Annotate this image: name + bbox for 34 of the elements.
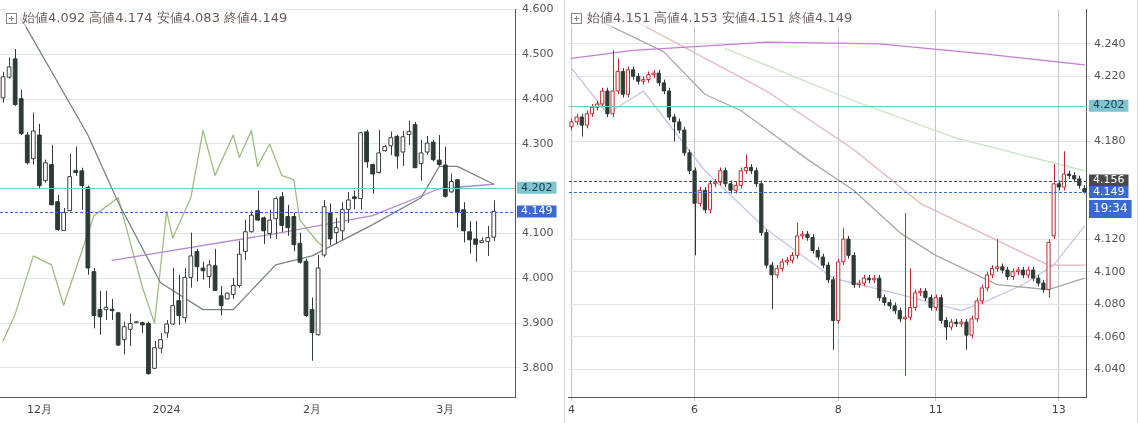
y-tick-label: 4.060 <box>1094 329 1126 343</box>
text: 19:34 <box>1093 201 1128 216</box>
y-tick-label: 4.000 <box>522 271 554 285</box>
y-tick-label: 3.900 <box>522 315 554 329</box>
y-tick-label: 4.120 <box>1094 231 1126 245</box>
y-tick-label: 4.240 <box>1094 36 1126 50</box>
y-tick-label: 4.600 <box>522 2 554 16</box>
y-tick-label: 3.800 <box>522 360 554 374</box>
ref-line-label: 4.202 <box>1093 98 1125 112</box>
x-tick-label: 2024 <box>152 403 181 417</box>
x-tick-label: 12月 <box>26 403 52 417</box>
ref-line-label: 4.156 <box>1093 173 1125 187</box>
ref-line-label: 4.202 <box>521 180 553 194</box>
y-tick-label: 4.400 <box>522 92 554 106</box>
x-tick-label: 3月 <box>436 403 455 417</box>
x-tick-label: 6 <box>691 403 699 417</box>
ref-line-label: 4.149 <box>1093 184 1125 198</box>
chart-title: 始値4.151 高値4.153 安値4.151 終値4.149 <box>587 9 853 27</box>
x-tick-label: 11 <box>928 403 943 417</box>
ref-line-label: 4.149 <box>521 204 553 218</box>
y-tick-label: 4.180 <box>1094 134 1126 148</box>
chart-title: 始値4.092 高値4.174 安値4.083 終値4.149 <box>22 9 288 27</box>
x-tick-label: 2月 <box>303 403 322 417</box>
candlestick <box>61 207 66 232</box>
y-tick-label: 4.080 <box>1094 297 1126 311</box>
y-tick-label: 4.040 <box>1094 362 1126 376</box>
x-tick-label: 13 <box>1051 403 1066 417</box>
x-tick-label: 8 <box>834 403 842 417</box>
y-tick-label: 4.500 <box>522 47 554 61</box>
y-tick-label: 4.100 <box>522 226 554 240</box>
y-tick-label: 4.220 <box>1094 69 1126 83</box>
y-tick-label: 4.300 <box>522 136 554 150</box>
y-tick-label: 4.100 <box>1094 264 1126 278</box>
x-tick-label: 4 <box>568 403 575 417</box>
